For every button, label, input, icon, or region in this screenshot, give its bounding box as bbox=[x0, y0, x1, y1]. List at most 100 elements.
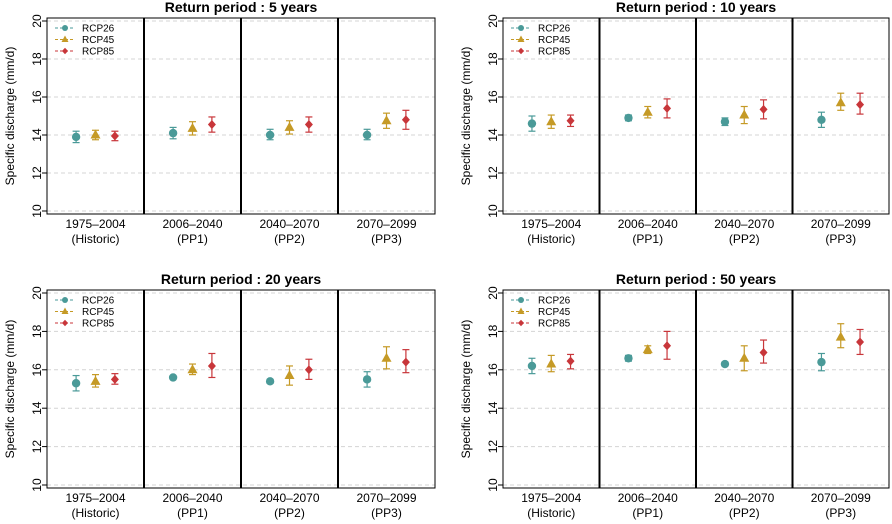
plot-frame bbox=[502, 289, 890, 489]
legend-marker bbox=[62, 297, 68, 303]
data-point bbox=[663, 103, 672, 113]
legend-label: RCP45 bbox=[82, 35, 115, 46]
legend-marker bbox=[518, 297, 524, 303]
category-label: 2070–2099 bbox=[356, 491, 416, 505]
data-point bbox=[187, 122, 198, 132]
legend-label: RCP45 bbox=[538, 35, 571, 46]
legend-label: RCP26 bbox=[538, 296, 571, 307]
y-tick-label: 16 bbox=[30, 363, 44, 377]
data-point bbox=[381, 352, 392, 362]
category-sublabel: (PP1) bbox=[632, 506, 663, 520]
data-point bbox=[71, 379, 81, 388]
data-point bbox=[71, 132, 81, 142]
category-sublabel: (Historic) bbox=[527, 232, 575, 246]
y-tick-label: 18 bbox=[30, 52, 44, 66]
y-tick-label: 16 bbox=[30, 90, 44, 104]
data-point bbox=[546, 358, 557, 368]
legend-marker bbox=[517, 35, 525, 42]
category-label: 2070–2099 bbox=[811, 491, 871, 505]
y-tick-label: 18 bbox=[486, 52, 500, 66]
panel-title: Return period : 10 years bbox=[616, 0, 776, 15]
data-point bbox=[168, 373, 178, 382]
y-tick-label: 20 bbox=[486, 286, 500, 300]
y-tick-label: 16 bbox=[486, 90, 500, 104]
y-tick-label: 12 bbox=[486, 440, 500, 454]
legend-label: RCP85 bbox=[538, 319, 571, 330]
category-label: 2006–2040 bbox=[618, 217, 678, 231]
y-tick-label: 18 bbox=[486, 324, 500, 338]
data-point bbox=[739, 109, 750, 119]
data-point bbox=[817, 357, 826, 367]
data-point bbox=[304, 365, 313, 375]
data-point bbox=[401, 115, 410, 125]
category-label: 1975–2004 bbox=[65, 217, 125, 231]
y-tick-label: 20 bbox=[30, 286, 44, 300]
category-label: 1975–2004 bbox=[65, 491, 125, 505]
y-tick-label: 14 bbox=[30, 128, 44, 142]
plot-frame bbox=[46, 17, 436, 215]
legend-marker bbox=[61, 307, 69, 314]
legend-marker bbox=[518, 47, 524, 55]
data-point bbox=[401, 357, 410, 367]
y-tick-label: 10 bbox=[30, 478, 44, 492]
data-point bbox=[720, 359, 730, 369]
y-tick-label: 14 bbox=[486, 401, 500, 415]
data-point bbox=[527, 361, 537, 371]
legend-label: RCP85 bbox=[82, 47, 115, 58]
y-tick-label: 20 bbox=[486, 14, 500, 28]
data-point bbox=[207, 361, 216, 371]
y-tick-label: 10 bbox=[486, 204, 500, 218]
y-tick-label: 12 bbox=[486, 166, 500, 180]
category-sublabel: (PP2) bbox=[274, 506, 305, 520]
y-tick-label: 14 bbox=[30, 401, 44, 415]
category-label: 2040–2070 bbox=[714, 491, 774, 505]
data-point bbox=[381, 115, 392, 125]
y-axis-label: Specific discharge (mm/d) bbox=[3, 47, 17, 186]
data-point bbox=[284, 121, 295, 131]
data-point bbox=[90, 375, 101, 385]
legend-marker bbox=[518, 319, 524, 327]
data-point bbox=[304, 120, 313, 130]
data-point bbox=[110, 131, 119, 141]
y-tick-label: 14 bbox=[486, 128, 500, 142]
panel-title: Return period : 20 years bbox=[161, 271, 321, 287]
category-label: 2040–2070 bbox=[259, 491, 319, 505]
legend-label: RCP26 bbox=[82, 296, 115, 307]
category-label: 2006–2040 bbox=[162, 491, 222, 505]
data-point bbox=[566, 116, 575, 126]
panel-2: Return period : 10 years Specific dischar… bbox=[459, 0, 890, 246]
panel-3: Return period : 20 years Specific dischar… bbox=[3, 271, 436, 520]
data-point bbox=[265, 130, 275, 140]
category-label: 1975–2004 bbox=[521, 491, 581, 505]
category-label: 2070–2099 bbox=[811, 217, 871, 231]
y-tick-label: 16 bbox=[486, 363, 500, 377]
y-tick-label: 18 bbox=[30, 324, 44, 338]
data-point bbox=[362, 130, 372, 140]
category-label: 2006–2040 bbox=[162, 217, 222, 231]
legend-label: RCP26 bbox=[82, 24, 115, 35]
data-point bbox=[835, 331, 846, 341]
category-sublabel: (PP3) bbox=[825, 506, 856, 520]
data-point bbox=[624, 113, 633, 123]
panel-title: Return period : 5 years bbox=[165, 0, 318, 15]
category-sublabel: (Historic) bbox=[72, 506, 120, 520]
legend-marker bbox=[62, 47, 68, 55]
panel-4: Return period : 50 years Specific dischar… bbox=[459, 271, 890, 520]
legend-marker bbox=[62, 319, 68, 327]
data-point bbox=[663, 341, 672, 351]
data-point bbox=[566, 356, 575, 366]
category-sublabel: (PP3) bbox=[825, 232, 856, 246]
legend-marker bbox=[517, 307, 525, 314]
category-sublabel: (PP3) bbox=[371, 506, 402, 520]
y-axis-label: Specific discharge (mm/d) bbox=[459, 47, 473, 186]
data-point bbox=[856, 100, 865, 110]
y-tick-label: 12 bbox=[30, 440, 44, 454]
data-point bbox=[759, 104, 768, 114]
legend-label: RCP85 bbox=[538, 47, 571, 58]
panel-title: Return period : 50 years bbox=[616, 271, 776, 287]
data-point bbox=[362, 375, 372, 384]
data-point bbox=[284, 370, 295, 380]
data-point bbox=[835, 97, 846, 107]
legend-marker bbox=[518, 25, 524, 31]
